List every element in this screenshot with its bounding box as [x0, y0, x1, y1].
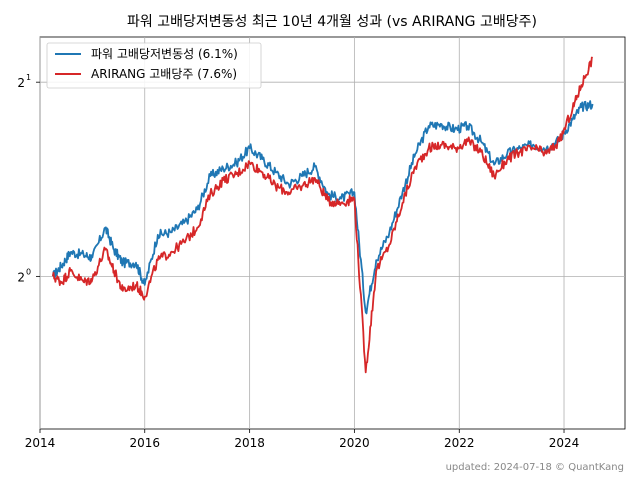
y-tick-label: 2 — [17, 270, 25, 284]
y-tick-exponent: 0 — [26, 267, 31, 276]
x-tick-label: 2014 — [25, 436, 56, 450]
grid-lines — [39, 37, 625, 429]
y-tick-label: 2 — [17, 76, 25, 90]
series-lines — [52, 56, 594, 374]
y-tick-exponent: 1 — [26, 73, 31, 82]
legend: 파워 고배당저변동성 (6.1%) ARIRANG 고배당주 (7.6%) — [46, 42, 262, 89]
x-tick-label: 2016 — [129, 436, 160, 450]
legend-box — [46, 42, 262, 89]
x-tick-label: 2022 — [444, 436, 475, 450]
legend-label-power: 파워 고배당저변동성 (6.1%) — [91, 47, 238, 61]
series-line-power — [52, 100, 594, 315]
series-line-arirang — [52, 56, 594, 374]
x-tick-label: 2024 — [549, 436, 580, 450]
x-tick-label: 2018 — [234, 436, 265, 450]
chart-title: 파워 고배당저변동성 최근 10년 4개월 성과 (vs ARIRANG 고배당… — [127, 14, 537, 30]
legend-label-arirang: ARIRANG 고배당주 (7.6%) — [91, 67, 237, 81]
footer-note: updated: 2024-07-18 © QuantKang — [446, 462, 624, 473]
plot-area-frame — [39, 36, 626, 430]
x-tick-label: 2020 — [339, 436, 370, 450]
